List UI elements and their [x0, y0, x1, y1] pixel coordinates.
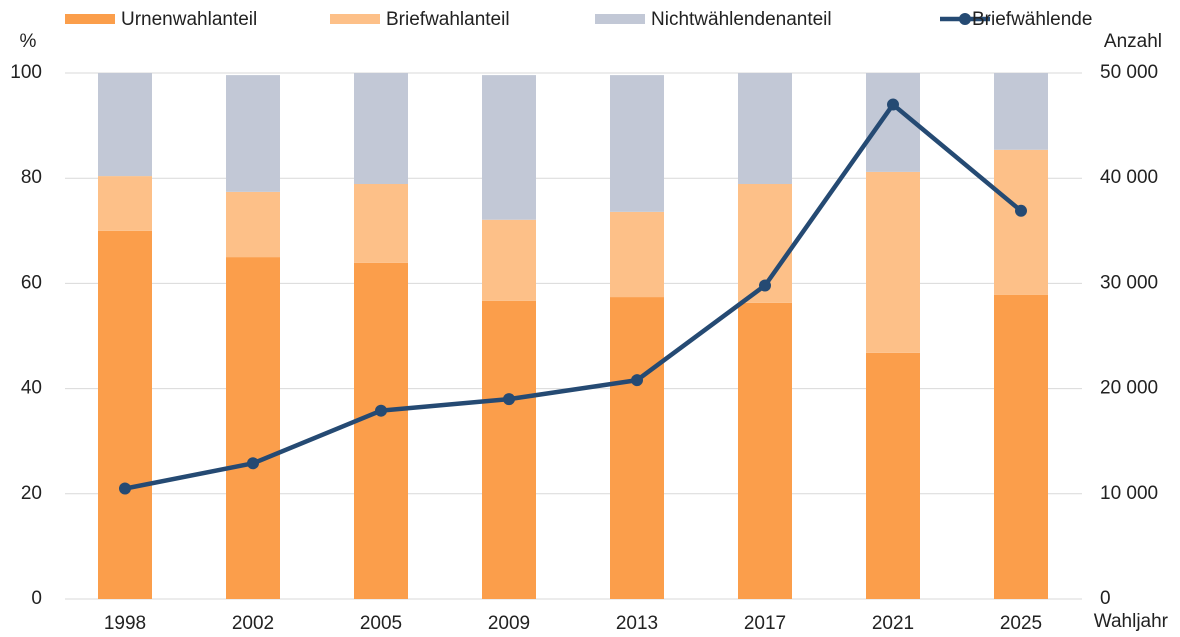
bar: [610, 297, 664, 599]
line-point: [1015, 204, 1027, 217]
legend-swatch: [65, 14, 115, 24]
bar: [482, 219, 536, 301]
x-tick-label: 1998: [104, 613, 146, 634]
legend-label: Urnenwahlanteil: [121, 9, 257, 30]
legend-swatch-point: [959, 13, 971, 25]
bar: [354, 183, 408, 263]
x-axis-label: Wahljahr: [1094, 611, 1169, 632]
y2-tick-label: 30 000: [1100, 272, 1158, 293]
y2-tick-label: 10 000: [1100, 483, 1158, 504]
line-point: [119, 482, 131, 495]
bar: [738, 73, 792, 184]
legend-swatch: [595, 14, 645, 24]
bar: [994, 149, 1048, 295]
bar: [482, 300, 536, 599]
line-point: [887, 98, 899, 111]
y2-tick-label: 50 000: [1100, 62, 1158, 83]
y-tick-label: 0: [31, 588, 42, 609]
y-tick-label: 100: [10, 62, 42, 83]
line-point: [375, 404, 387, 417]
y-tick-label: 60: [21, 272, 42, 293]
legend-swatch: [330, 14, 380, 24]
line-point: [759, 279, 771, 292]
bar: [610, 75, 664, 212]
bar: [994, 294, 1048, 599]
legend-label: Briefwahlanteil: [386, 9, 510, 30]
y2-tick-label: 0: [1100, 588, 1111, 609]
bar: [226, 191, 280, 258]
bar: [98, 73, 152, 177]
bar: [354, 262, 408, 599]
x-tick-label: 2005: [360, 613, 402, 634]
bar: [994, 73, 1048, 150]
bar: [226, 257, 280, 599]
bar: [610, 211, 664, 298]
bar: [866, 171, 920, 353]
bar: [226, 75, 280, 192]
y-tick-label: 80: [21, 167, 42, 188]
bar: [738, 302, 792, 599]
x-tick-label: 2002: [232, 613, 274, 634]
bar: [98, 230, 152, 600]
bar: [354, 73, 408, 184]
y2-tick-label: 20 000: [1100, 378, 1158, 399]
bar: [866, 352, 920, 599]
x-tick-label: 2013: [616, 613, 658, 634]
x-tick-label: 2025: [1000, 613, 1042, 634]
line-point: [247, 457, 259, 470]
x-tick-label: 2009: [488, 613, 530, 634]
x-tick-label: 2017: [744, 613, 786, 634]
line: [124, 102, 1023, 491]
line-point: [503, 393, 515, 406]
y2-tick-label: 40 000: [1100, 167, 1158, 188]
legend-label: Nichtwählendenanteil: [651, 9, 832, 30]
line-point: [631, 374, 643, 387]
y2-axis-label: Anzahl: [1104, 31, 1162, 52]
bar: [482, 75, 536, 220]
bar: [98, 176, 152, 231]
y-axis-label: %: [20, 31, 37, 52]
y-tick-label: 20: [21, 483, 42, 504]
legend-label: Briefwählende: [972, 9, 1092, 30]
x-tick-label: 2021: [872, 613, 914, 634]
y-tick-label: 40: [21, 378, 42, 399]
bar: [866, 73, 920, 172]
